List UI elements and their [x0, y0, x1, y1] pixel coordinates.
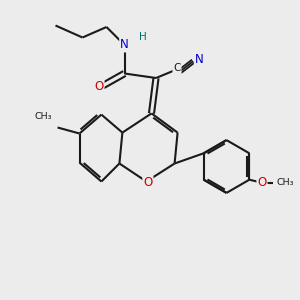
- Text: O: O: [143, 176, 152, 190]
- Text: CH₃: CH₃: [276, 178, 294, 187]
- Text: N: N: [195, 53, 204, 66]
- Text: H: H: [139, 32, 146, 42]
- Text: N: N: [120, 38, 129, 52]
- Text: O: O: [94, 80, 103, 94]
- Text: CH₃: CH₃: [35, 112, 52, 121]
- Text: C: C: [173, 63, 181, 73]
- Text: O: O: [257, 176, 267, 189]
